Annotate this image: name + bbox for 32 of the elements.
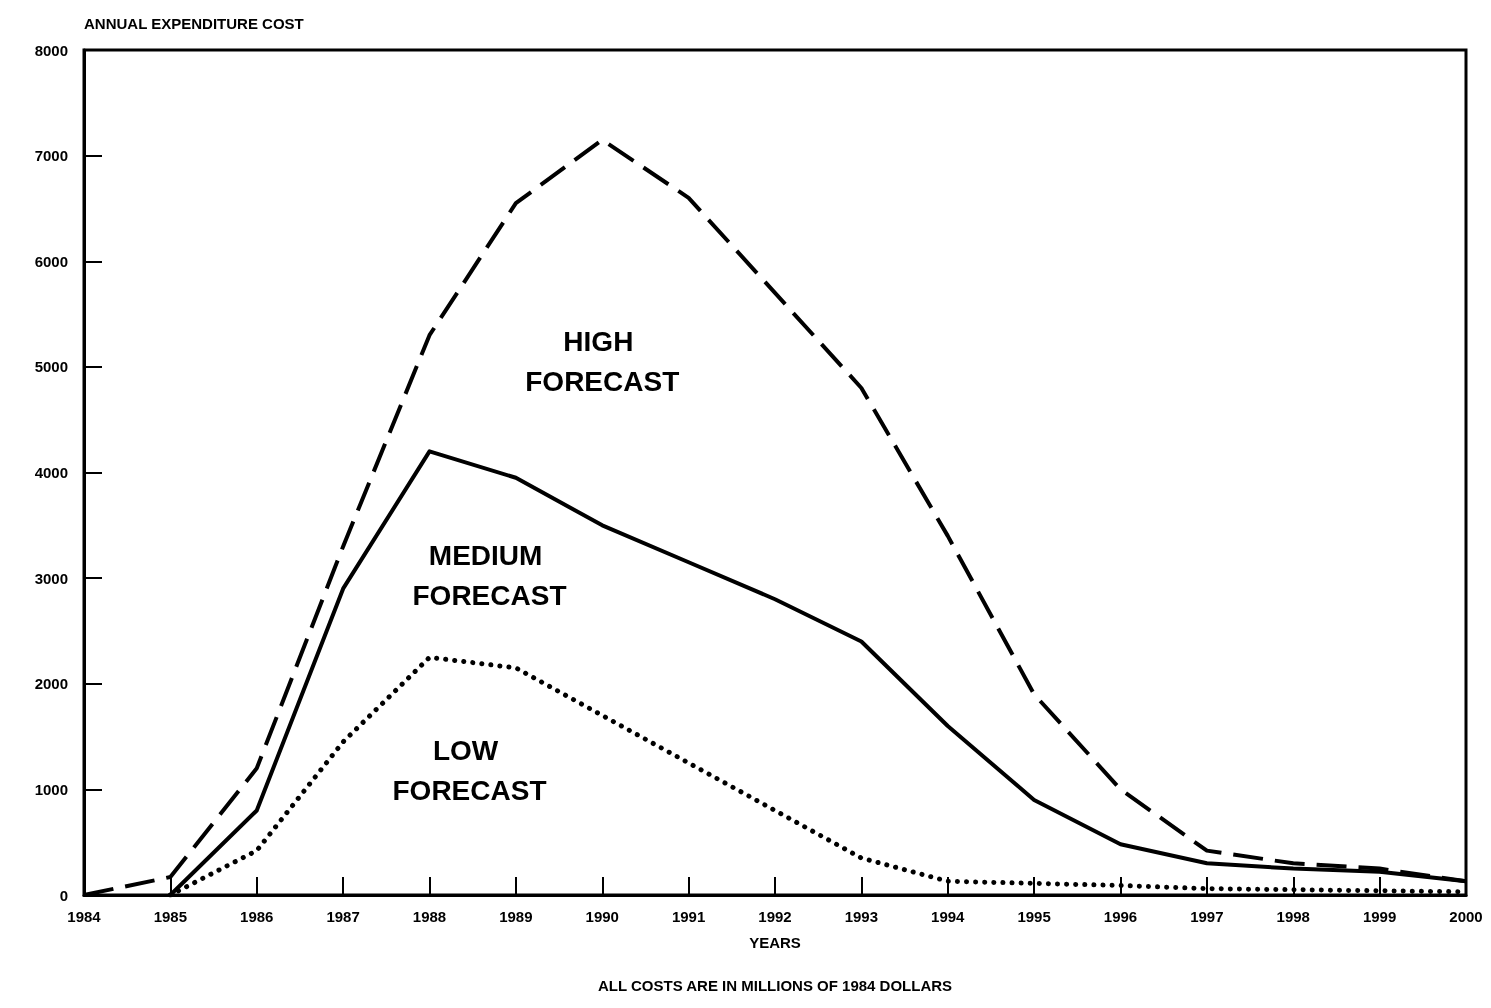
y-axis-title: ANNUAL EXPENDITURE COST [84,15,304,32]
x-tick-label: 1984 [67,908,102,925]
x-tick-label: 1993 [844,908,879,925]
x-tick-label: 1990 [585,908,619,925]
text: HIGH FORECAST [525,326,680,398]
series-label: MEDIUM FORECAST [412,539,567,611]
x-tick-label: 1999 [1362,908,1397,925]
x-axis-title: YEARS [749,934,801,951]
series-label: LOW FORECAST [392,734,547,806]
x-tick-label: 1986 [240,908,274,925]
x-tick-label: 1991 [671,908,706,925]
x-tick-label: 1998 [1276,908,1310,925]
y-tick-label: 6000 [34,252,68,270]
x-tick-label: 1989 [499,908,533,925]
x-tick-label: 1996 [1103,908,1138,925]
x-tick-label: 2000 [1449,908,1483,925]
y-tick-label: 4000 [34,464,68,481]
y-tick-label: 1000 [34,780,68,798]
y-tick-label: 0 [59,886,68,904]
y-tick-label: 8000 [34,41,68,59]
x-tick-label: 1988 [412,908,447,925]
x-tick-label: 1992 [758,908,792,925]
x-tick-label: 1987 [326,908,360,925]
y-tick-label: 3000 [34,569,68,587]
y-tick-label: 2000 [34,675,68,693]
x-tick-label: 1995 [1017,908,1051,925]
text: ALL COSTS ARE IN MILLIONS OF 1984 DOLLARS [597,976,953,994]
y-tick-label: 5000 [34,358,68,376]
x-tick-label: 1985 [153,908,188,925]
x-tick-label: 1997 [1190,908,1224,925]
y-tick-label: 7000 [34,147,68,165]
x-tick-label: 1994 [931,908,966,925]
